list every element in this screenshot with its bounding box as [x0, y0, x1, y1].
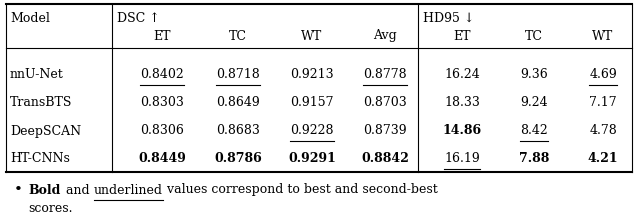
Text: 0.9157: 0.9157 — [291, 97, 333, 109]
Text: nnU-Net: nnU-Net — [10, 69, 64, 82]
Text: and: and — [62, 183, 94, 196]
Text: DSC ↑: DSC ↑ — [117, 11, 160, 25]
Text: 4.69: 4.69 — [589, 69, 617, 82]
Text: TC: TC — [525, 29, 543, 42]
Text: 9.36: 9.36 — [520, 69, 548, 82]
Text: 4.78: 4.78 — [589, 124, 617, 137]
Text: ET: ET — [453, 29, 471, 42]
Text: Model: Model — [10, 11, 50, 25]
Text: ET: ET — [153, 29, 171, 42]
Text: 0.8402: 0.8402 — [140, 69, 184, 82]
Text: •: • — [13, 183, 22, 197]
Text: underlined: underlined — [94, 183, 163, 196]
Text: 9.24: 9.24 — [520, 97, 548, 109]
Text: TransBTS: TransBTS — [10, 97, 72, 109]
Text: 0.8306: 0.8306 — [140, 124, 184, 137]
Text: 7.17: 7.17 — [589, 97, 617, 109]
Text: 16.19: 16.19 — [444, 152, 480, 166]
Text: 18.33: 18.33 — [444, 97, 480, 109]
Text: 8.42: 8.42 — [520, 124, 548, 137]
Text: 0.9228: 0.9228 — [291, 124, 333, 137]
Text: 0.8842: 0.8842 — [361, 152, 409, 166]
Text: HD95 ↓: HD95 ↓ — [423, 11, 474, 25]
Text: WT: WT — [301, 29, 323, 42]
Text: 16.24: 16.24 — [444, 69, 480, 82]
Text: 0.9213: 0.9213 — [290, 69, 334, 82]
Text: WT: WT — [593, 29, 614, 42]
Text: 0.8778: 0.8778 — [363, 69, 407, 82]
Text: values correspond to best and second-best: values correspond to best and second-bes… — [163, 183, 438, 196]
Text: TC: TC — [229, 29, 247, 42]
Text: 0.8449: 0.8449 — [138, 152, 186, 166]
Text: HT-CNNs: HT-CNNs — [10, 152, 70, 166]
Text: 0.9291: 0.9291 — [288, 152, 336, 166]
Text: Avg: Avg — [373, 29, 397, 42]
Text: 0.8649: 0.8649 — [216, 97, 260, 109]
Text: 4.21: 4.21 — [588, 152, 618, 166]
Text: 0.8739: 0.8739 — [363, 124, 407, 137]
Text: 14.86: 14.86 — [442, 124, 481, 137]
Text: 0.8786: 0.8786 — [214, 152, 262, 166]
Text: DeepSCAN: DeepSCAN — [10, 124, 81, 137]
Text: Bold: Bold — [28, 183, 60, 196]
Text: scores.: scores. — [28, 202, 72, 215]
Text: 7.88: 7.88 — [519, 152, 549, 166]
Text: 0.8303: 0.8303 — [140, 97, 184, 109]
Text: 0.8703: 0.8703 — [363, 97, 407, 109]
Text: 0.8718: 0.8718 — [216, 69, 260, 82]
Text: 0.8683: 0.8683 — [216, 124, 260, 137]
